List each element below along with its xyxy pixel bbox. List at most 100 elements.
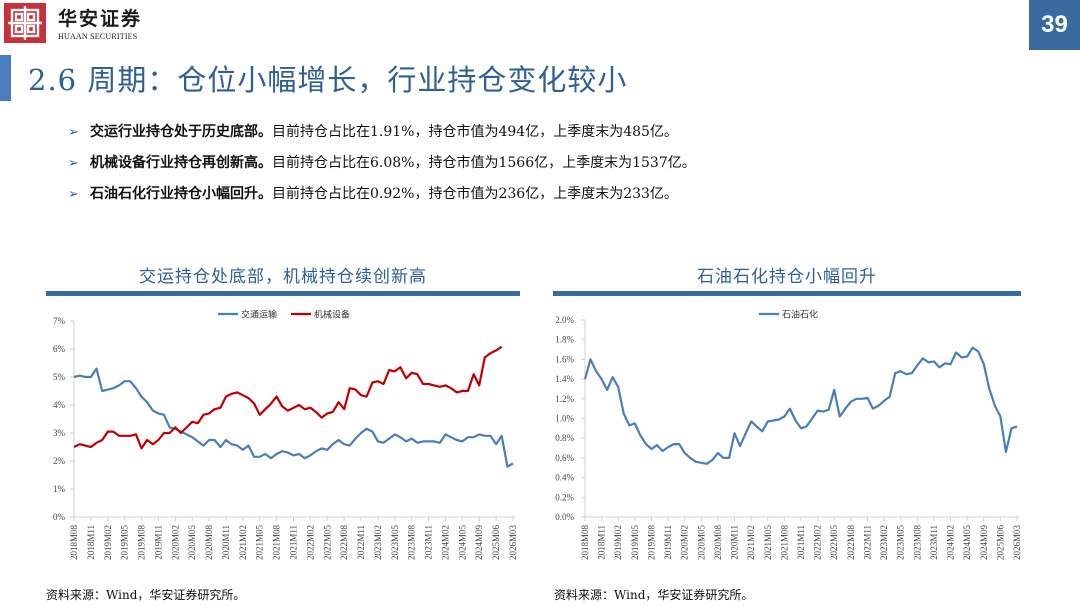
x-tick-label: 2025M06	[491, 525, 501, 561]
x-tick-label: 2022M02	[813, 525, 823, 560]
x-tick-label: 2024M05	[457, 525, 467, 561]
x-tick-label: 2021M02	[746, 525, 756, 560]
page-number-badge: 39	[1029, 0, 1080, 50]
x-tick-label: 2021M08	[272, 525, 282, 561]
x-tick-label: 2023M08	[912, 525, 922, 561]
left-chart-divider	[46, 291, 520, 296]
x-tick-label: 2021M05	[763, 525, 773, 561]
x-tick-label: 2019M02	[103, 525, 113, 560]
bullet-headline: 机械设备行业持仓再创新高。	[90, 155, 272, 171]
y-tick-label: 2%	[53, 456, 66, 466]
left-chart-source: 资料来源：Wind，华安证券研究所。	[46, 588, 246, 602]
series-line	[73, 367, 514, 468]
x-tick-label: 2020M05	[187, 525, 197, 561]
bullet-item: ➢ 石油石化行业持仓小幅回升。目前持仓占比在0.92%，持仓市值为236亿，上季度…	[68, 184, 696, 215]
x-tick-label: 2022M08	[339, 525, 349, 561]
bullet-list: ➢ 交运行业持仓处于历史底部。目前持仓占比在1.91%，持仓市值为494亿，上季度…	[68, 122, 696, 215]
x-tick-label: 2022M05	[829, 525, 839, 561]
bullet-item: ➢ 交运行业持仓处于历史底部。目前持仓占比在1.91%，持仓市值为494亿，上季度…	[68, 122, 696, 153]
y-tick-label: 4%	[53, 400, 66, 410]
x-tick-label: 2023M02	[879, 525, 889, 560]
x-tick-label: 2020M08	[204, 525, 214, 561]
x-tick-label: 2020M11	[730, 525, 740, 560]
y-tick-label: 1.2%	[555, 394, 574, 404]
x-tick-label: 2019M05	[630, 525, 640, 561]
x-tick-label: 2018M11	[86, 525, 96, 560]
left-line-chart: 0% 1% 2% 3% 4% 5% 6% 7% 2018M08 2018M11 2019M02 201…	[53, 309, 518, 561]
x-tick-label: 2020M08	[713, 525, 723, 561]
y-tick-label: 0%	[53, 512, 66, 522]
series-line	[583, 346, 1018, 465]
bullet-headline: 交运行业持仓处于历史底部。	[90, 124, 272, 140]
x-tick-label: 2026M03	[508, 525, 518, 561]
arrow-bullet-icon: ➢	[68, 187, 79, 202]
x-tick-label: 2024M02	[946, 525, 956, 560]
y-tick-label: 6%	[53, 344, 66, 354]
bullet-text: 目前持仓占比在0.92%，持仓市值为236亿，上季度末为233亿。	[272, 186, 678, 202]
x-tick-label: 2024M09	[474, 525, 484, 561]
title-accent-bar	[0, 55, 11, 101]
right-chart-title: 石油石化持仓小幅回升	[697, 267, 877, 287]
x-tick-label: 2020M05	[696, 525, 706, 561]
x-tick-label: 2023M11	[424, 525, 434, 560]
logo-chinese-name: 华安证券	[58, 8, 143, 30]
legend-label: 石油石化	[782, 309, 818, 321]
x-tick-label: 2020M02	[680, 525, 690, 560]
y-tick-label: 1.8%	[555, 335, 574, 345]
company-logo-mark	[4, 3, 46, 43]
x-tick-label: 2021M02	[238, 525, 248, 560]
y-tick-label: 3%	[53, 428, 66, 438]
x-tick-label: 2018M11	[597, 525, 607, 560]
x-tick-label: 2019M11	[153, 525, 163, 560]
arrow-bullet-icon: ➢	[68, 156, 79, 171]
x-tick-label: 2026M03	[1012, 525, 1022, 561]
bullet-text: 目前持仓占比在6.08%，持仓市值为1566亿，上季度末为1537亿。	[272, 155, 696, 171]
logo-english-name: HUAAN SECURITIES	[58, 32, 138, 41]
page-title: 2.6 周期：仓位小幅增长，行业持仓变化较小	[28, 63, 628, 97]
y-tick-label: 1.4%	[555, 374, 574, 384]
x-tick-label: 2024M09	[979, 525, 989, 561]
x-tick-label: 2019M11	[663, 525, 673, 560]
bullet-text: 目前持仓占比在1.91%，持仓市值为494亿，上季度末为485亿。	[272, 124, 678, 140]
y-tick-label: 5%	[53, 372, 66, 382]
right-chart-source: 资料来源：Wind，华安证券研究所。	[554, 588, 754, 602]
x-tick-label: 2023M08	[407, 525, 417, 561]
x-tick-label: 2022M08	[846, 525, 856, 561]
x-tick-label: 2022M05	[322, 525, 332, 561]
x-tick-label: 2021M05	[255, 525, 265, 561]
x-tick-label: 2021M11	[289, 525, 299, 560]
x-tick-label: 2024M02	[440, 525, 450, 560]
left-chart-title: 交运持仓处底部，机械持仓续创新高	[139, 267, 427, 287]
x-tick-label: 2019M08	[646, 525, 656, 561]
legend-label: 机械设备	[314, 309, 350, 321]
x-tick-label: 2018M08	[580, 525, 590, 561]
y-tick-label: 0.8%	[555, 433, 574, 443]
y-tick-label: 1.0%	[555, 414, 574, 424]
x-tick-label: 2020M11	[221, 525, 231, 560]
x-tick-label: 2020M02	[170, 525, 180, 560]
x-tick-label: 2019M08	[137, 525, 147, 561]
series-line	[73, 345, 503, 450]
x-tick-label: 2022M11	[356, 525, 366, 560]
y-tick-label: 1%	[53, 484, 66, 494]
bullet-item: ➢ 机械设备行业持仓再创新高。目前持仓占比在6.08%，持仓市值为1566亿，上季…	[68, 153, 696, 184]
y-tick-label: 0.6%	[555, 453, 574, 463]
x-tick-label: 2019M05	[120, 525, 130, 561]
arrow-bullet-icon: ➢	[68, 125, 79, 140]
y-tick-label: 1.6%	[555, 354, 574, 364]
x-tick-label: 2025M06	[995, 525, 1005, 561]
legend-label: 交通运输	[241, 309, 277, 321]
x-tick-label: 2021M08	[779, 525, 789, 561]
right-chart-divider	[553, 291, 1021, 296]
right-line-chart: 0.0% 0.2% 0.4% 0.6% 0.8% 1.0% 1.2% 1.4% 1.6% 1.8%…	[555, 309, 1022, 561]
x-tick-label: 2024M05	[962, 525, 972, 561]
x-tick-label: 2021M11	[796, 525, 806, 560]
y-tick-label: 7%	[53, 316, 66, 326]
logo-knot-icon	[8, 6, 42, 40]
x-tick-label: 2022M02	[305, 525, 315, 560]
bullet-headline: 石油石化行业持仓小幅回升。	[90, 186, 272, 202]
x-tick-label: 2023M05	[390, 525, 400, 561]
x-tick-label: 2018M08	[69, 525, 79, 561]
y-tick-label: 0.0%	[555, 512, 574, 522]
y-tick-label: 2.0%	[555, 315, 574, 325]
